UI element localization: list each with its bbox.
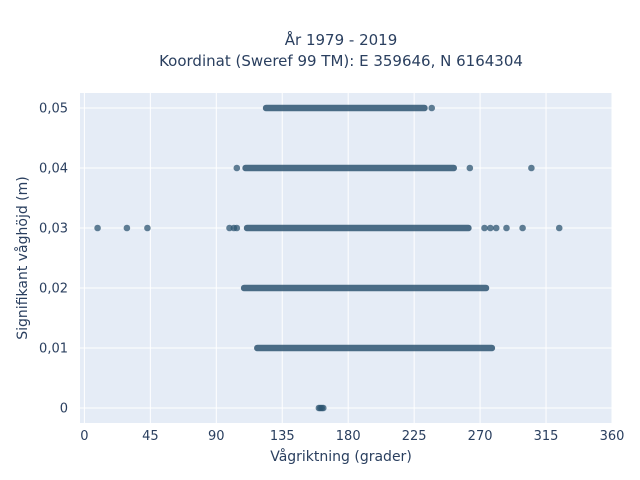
data-point xyxy=(144,224,151,232)
data-point xyxy=(466,164,474,172)
x-tick-label: 270 xyxy=(468,429,493,444)
y-tick-label: 0,05 xyxy=(39,102,68,117)
data-point xyxy=(428,104,436,112)
data-point xyxy=(123,224,131,232)
y-tick-label: 0,01 xyxy=(39,342,68,357)
x-axis-title: Vågriktning (grader) xyxy=(270,448,412,465)
y-axis-tick-labels: 0 0,01 0,02 0,03 0,04 0,05 xyxy=(39,102,68,417)
x-tick-label: 225 xyxy=(402,429,427,444)
y-tick-label: 0,04 xyxy=(39,162,68,177)
data-point xyxy=(528,164,535,172)
plot-area xyxy=(80,93,612,423)
x-tick-label: 0 xyxy=(80,429,88,444)
y-tick-label: 0,02 xyxy=(39,282,68,297)
data-point xyxy=(519,224,526,232)
data-point xyxy=(319,404,327,412)
x-tick-label: 180 xyxy=(336,429,361,444)
x-tick-label: 315 xyxy=(534,429,559,444)
data-point xyxy=(555,224,563,232)
data-point xyxy=(492,224,500,232)
x-tick-label: 90 xyxy=(208,429,225,444)
data-point xyxy=(233,224,241,232)
data-point xyxy=(503,224,510,232)
y-tick-label: 0,03 xyxy=(39,222,68,237)
data-points xyxy=(94,104,563,412)
data-point xyxy=(94,224,101,232)
y-axis-title: Signifikant våghöjd (m) xyxy=(14,176,31,339)
x-tick-label: 135 xyxy=(270,429,295,444)
x-tick-label: 45 xyxy=(142,429,159,444)
x-axis-tick-labels: 0 45 90 135 180 225 270 315 360 xyxy=(80,429,624,444)
x-tick-label: 360 xyxy=(600,429,625,444)
data-point xyxy=(487,224,494,232)
data-point xyxy=(233,164,241,172)
chart-title-line-2: Koordinat (Sweref 99 TM): E 359646, N 61… xyxy=(159,52,523,70)
data-point xyxy=(481,224,488,232)
y-tick-label: 0 xyxy=(60,402,68,417)
chart-title-line-1: År 1979 - 2019 xyxy=(285,30,398,49)
